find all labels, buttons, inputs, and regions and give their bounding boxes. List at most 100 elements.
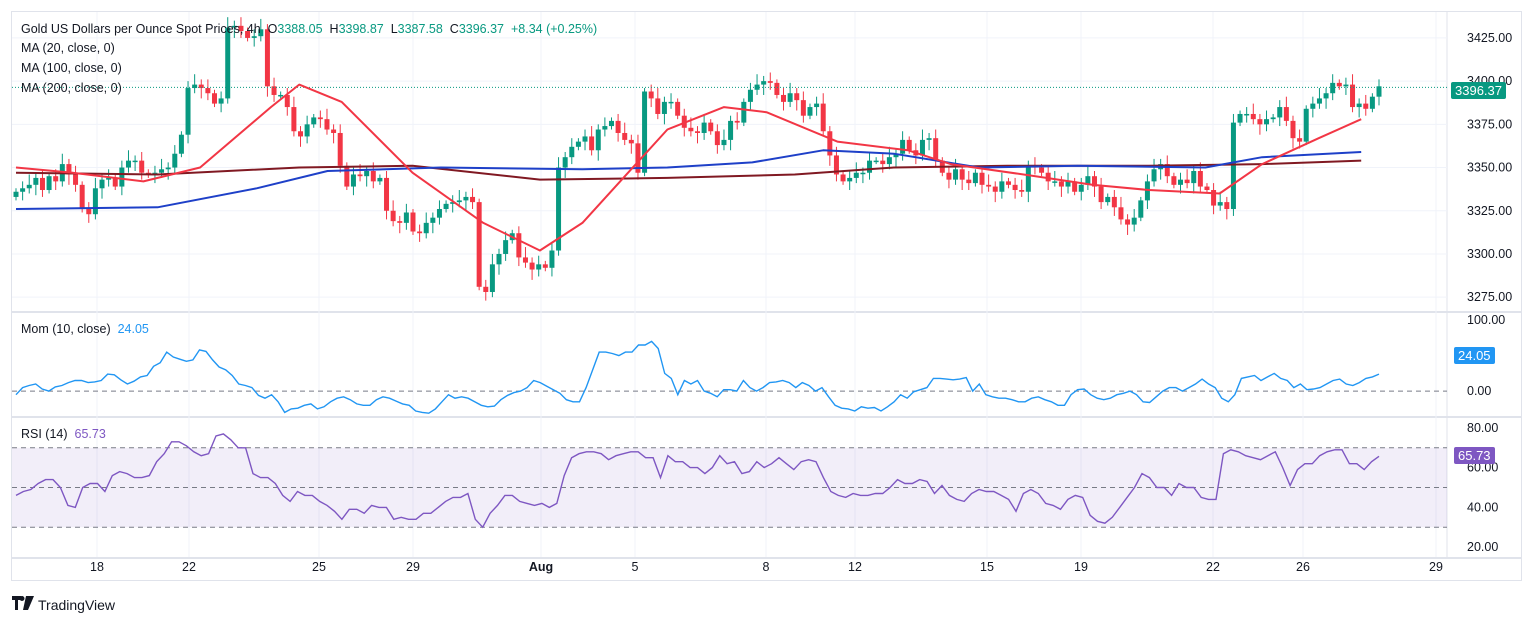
candle-body [384,177,390,211]
candle-body [807,107,813,116]
candle-body [364,171,370,177]
candle-body [430,217,436,223]
candle-body [708,122,714,132]
candle-body [767,81,773,83]
candle-body [933,138,939,161]
candle-body [906,139,912,151]
ma100-legend[interactable]: MA (100, close, 0) [21,61,122,75]
candle-body [192,84,198,89]
candle-body [1363,103,1369,109]
candle-body [827,131,833,156]
rsi-tag: 65.73 [1454,447,1495,464]
candle-body [582,136,588,142]
candle-body [496,253,502,265]
moving-averages [15,83,1362,252]
candle-body [172,153,178,168]
candle-body [522,257,528,263]
candle-body [165,167,171,170]
rsi-line [15,433,1380,529]
ma200-legend[interactable]: MA (200, close, 0) [21,81,122,95]
candle-body [721,139,727,146]
candle-body [972,172,978,184]
candle-body [714,131,720,146]
candle-body [503,240,509,254]
candle-body [900,139,906,154]
candle-body [602,126,608,130]
x-tick-label: 22 [1206,560,1220,574]
momentum-value: 24.05 [117,322,149,336]
candle-body [781,94,787,102]
candle-body [668,101,674,104]
momentum-legend[interactable]: Mom (10, close) 24.05 [21,322,149,336]
x-tick-label: 15 [980,560,994,574]
candle-body [132,160,138,163]
candle-body [642,91,648,173]
candle-body [741,101,747,123]
candle-body [99,179,105,189]
ma20-legend[interactable]: MA (20, close, 0) [21,41,115,55]
candle-body [489,264,495,292]
candle-body [1237,113,1243,123]
candle-body [926,138,932,140]
candle-body [1111,196,1117,208]
candle-body [1264,119,1270,125]
candle-body [886,157,892,165]
candle-body [516,233,522,258]
candle-body [79,184,85,210]
candle-body [1250,113,1256,120]
candle-body [225,27,231,99]
rsi-tick-label: 40.00 [1467,500,1498,514]
candle-body [1058,181,1064,187]
candle-body [1330,82,1336,94]
candle-body [443,203,449,210]
x-tick-label: 29 [406,560,420,574]
candle-body [258,29,264,37]
candle-body [1197,171,1203,187]
candle-body [966,179,972,184]
tradingview-logo-icon[interactable] [12,596,34,614]
candle-body [622,132,628,140]
candle-body [675,101,681,116]
ma200-line [15,159,1362,181]
candle-body [1270,117,1276,120]
candle-body [549,250,555,268]
candle-body [1283,107,1289,121]
rsi-legend[interactable]: RSI (14) 65.73 [21,427,106,441]
candle-body [251,36,257,38]
candle-body [20,188,26,192]
candle-body [701,122,707,133]
candle-body [66,164,72,175]
price-tick-label: 3425.00 [1467,31,1512,45]
candle-body [1257,119,1263,125]
brand-name[interactable]: TradingView [38,597,116,613]
price-tick-label: 3325.00 [1467,204,1512,218]
candle-body [1138,200,1144,218]
chart-frame [11,11,1522,581]
candle-body [1005,181,1011,185]
candle-body [1164,164,1170,177]
candle-body [245,31,251,38]
candle-body [575,141,581,147]
x-tick-label: 19 [1074,560,1088,574]
candle-body [1376,86,1382,97]
candle-body [529,262,535,270]
low-label: L [390,22,398,36]
candle-body [205,88,211,94]
candle-body [450,202,456,204]
price-tick-label: 3375.00 [1467,117,1512,131]
candle-body [1217,202,1223,206]
candle-body [754,84,760,90]
candle-body [556,167,562,251]
candle-body [1118,207,1124,220]
candle-body [589,136,595,151]
x-tick-label: 25 [312,560,326,574]
candle-body [1131,217,1137,225]
candle-body [1204,186,1210,191]
open-label: O [267,22,278,36]
candle-body [648,91,654,99]
rsi-bands [12,447,1447,528]
x-tick-label: 29 [1429,560,1443,574]
candle-body [747,89,753,102]
last-price-tag: 3396.37 [1451,82,1506,99]
